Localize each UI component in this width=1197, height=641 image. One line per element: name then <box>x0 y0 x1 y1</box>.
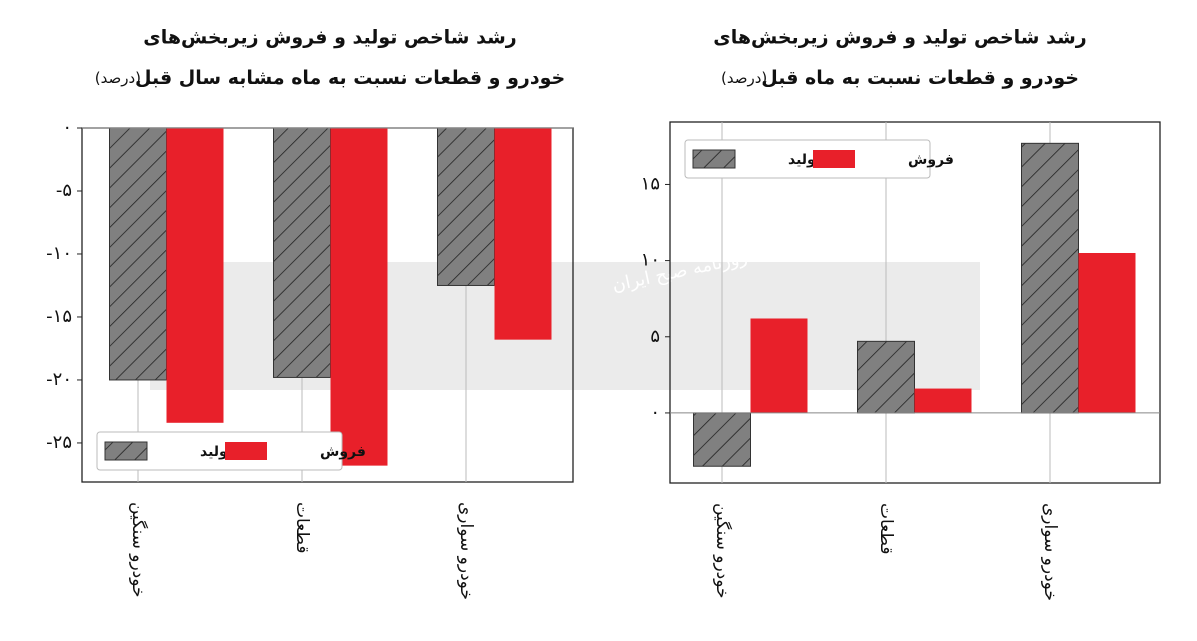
legend-label: تولید <box>200 444 233 460</box>
unit: (درصد) <box>721 69 767 87</box>
legend-box <box>96 431 343 471</box>
bar <box>857 340 915 414</box>
chart-title: رشد شاخص تولید و فروش زیربخش‌های <box>713 27 1086 49</box>
legend-label: فروش <box>320 444 366 460</box>
unit: (درصد) <box>95 69 141 87</box>
chart-subtitle: خودرو و قطعات نسبت به ماه قبل(درصد) <box>721 67 1079 89</box>
x-tick-label: خودرو سواری <box>1040 503 1060 601</box>
bar <box>437 127 495 286</box>
x-tick-label: خودرو سواری <box>456 502 476 600</box>
bar <box>494 128 552 340</box>
legend-box <box>684 139 931 179</box>
chart-subtitle: خودرو و قطعات نسبت به ماه مشابه سال قبل(… <box>95 67 565 89</box>
bar <box>109 127 167 381</box>
chart-title: رشد شاخص تولید و فروش زیربخش‌های <box>143 27 516 49</box>
legend-label: فروش <box>908 152 954 168</box>
bar <box>273 127 331 378</box>
y-tick-label: -۵ <box>56 180 72 201</box>
legend-label: تولید <box>788 152 821 168</box>
y-tick-label: ۱۵ <box>641 173 660 194</box>
y-tick-label: -۱۰ <box>46 243 72 264</box>
y-tick-label: -۲۰ <box>46 369 72 390</box>
bar <box>693 412 751 467</box>
y-tick-label: -۲۵ <box>46 432 72 453</box>
y-tick-label: ۱۰ <box>641 250 660 271</box>
legend-swatch <box>813 150 855 168</box>
legend-swatch <box>104 441 148 461</box>
bar <box>750 318 808 413</box>
legend-swatch <box>225 442 267 460</box>
y-tick-label: ۰ <box>62 117 72 138</box>
bar <box>1021 142 1079 414</box>
y-tick-label: ۰ <box>650 402 660 423</box>
x-tick-label: خودرو سنگین <box>712 503 733 599</box>
x-tick-label: قطعات <box>292 502 312 553</box>
bar <box>914 388 972 413</box>
plot-frame <box>669 121 1161 484</box>
bar <box>1078 252 1136 413</box>
subtitle: خودرو و قطعات نسبت به ماه قبل <box>761 67 1079 89</box>
y-tick-label: -۱۵ <box>46 306 72 327</box>
x-tick-label: قطعات <box>876 503 896 554</box>
y-tick-label: ۵ <box>650 326 660 347</box>
legend-swatch <box>692 149 736 169</box>
bar <box>330 128 388 466</box>
bar <box>166 128 224 423</box>
x-tick-label: خودرو سنگین <box>128 502 149 598</box>
subtitle: خودرو و قطعات نسبت به ماه مشابه سال قبل <box>135 67 565 89</box>
